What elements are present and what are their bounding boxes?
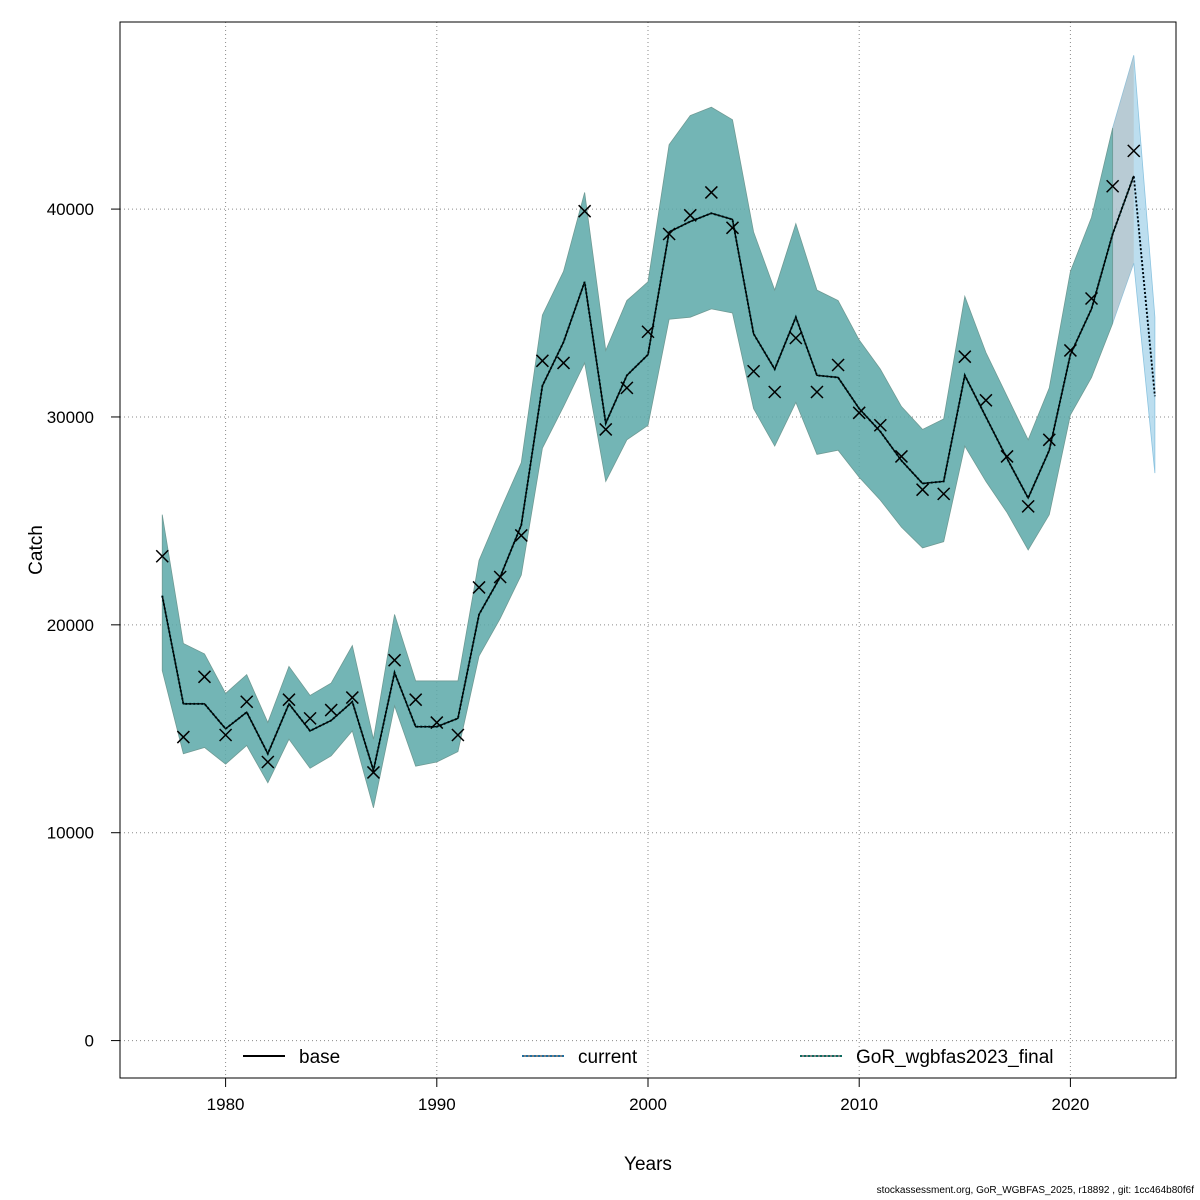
observed-catch-point (535, 354, 549, 368)
observed-catch-point (958, 350, 972, 364)
legend-label-0: base (299, 1047, 340, 1068)
observed-catch-point (852, 406, 866, 420)
observed-catch-point (789, 331, 803, 345)
axes: 1980 1990 2000 2010 2020 0 10000 20000 30000 4000… (47, 200, 1090, 1114)
observed-catch-point (894, 449, 908, 463)
observed-catch-point (345, 691, 359, 705)
observed-catch-point (725, 221, 740, 235)
series-lines (161, 175, 1156, 775)
y-tick-label: 40000 (47, 200, 94, 219)
observed-catch-point (1127, 144, 1141, 158)
x-tick-label: 1980 (207, 1095, 245, 1114)
band-base-terminal (1112, 55, 1134, 324)
observed-catch-point (556, 356, 571, 370)
observed-catch-point (240, 695, 254, 709)
observed-catch-point (303, 711, 317, 725)
legend-label-1: current (578, 1047, 638, 1068)
observed-catch-point (388, 653, 402, 667)
observed-catch-point (430, 716, 444, 730)
observed-catch-point (810, 385, 824, 399)
x-tick-label: 2000 (629, 1095, 667, 1114)
observed-catch-point (1084, 291, 1099, 306)
observed-catch-point (219, 728, 233, 742)
y-tick-label: 30000 (47, 408, 94, 427)
observed-catch-point (1000, 449, 1014, 463)
observed-catch-point (1063, 343, 1077, 357)
observed-catch-point (683, 208, 697, 222)
observed-catch-point (1021, 499, 1035, 513)
y-tick-label: 20000 (47, 616, 94, 635)
x-tick-label: 2010 (840, 1095, 878, 1114)
observed-catch-point (409, 693, 423, 707)
observed-points (155, 144, 1141, 779)
band-main (161, 106, 1114, 808)
observed-catch-point (916, 483, 930, 497)
observed-catch-point (578, 204, 592, 218)
observed-catch-point (451, 728, 465, 742)
grid-lines (120, 22, 1176, 1078)
y-tick-label: 10000 (47, 824, 94, 843)
observed-catch-point (155, 549, 169, 563)
observed-catch-point (641, 325, 655, 339)
confidence-bands (161, 55, 1156, 808)
observed-catch-point (599, 422, 613, 436)
observed-catch-point (176, 730, 190, 744)
observed-catch-point (472, 580, 486, 594)
observed-catch-point (324, 703, 338, 717)
observed-catch-point (979, 393, 993, 407)
observed-catch-point (197, 670, 212, 684)
observed-catch-point (662, 227, 676, 241)
x-tick-label: 1990 (418, 1095, 456, 1114)
observed-catch-point (1042, 433, 1056, 447)
observed-catch-point (1106, 179, 1120, 193)
observed-catch-point (261, 755, 275, 769)
footer-credit: stockassessment.org, GoR_WGBFAS_2025, r1… (876, 1185, 1194, 1196)
observed-catch-point (873, 418, 887, 432)
observed-catch-point (366, 765, 380, 779)
line-overlay (161, 175, 1156, 774)
observed-catch-point (768, 385, 782, 399)
observed-catch-point (937, 487, 951, 501)
observed-catch-point (282, 693, 296, 707)
observed-catch-point (620, 381, 634, 395)
observed-catch-point (747, 364, 761, 378)
observed-catch-point (514, 528, 528, 542)
observed-catch-point (493, 570, 507, 584)
legend-label-2: GoR_wgbfas2023_final (856, 1047, 1054, 1068)
observed-catch-point (704, 185, 718, 199)
x-axis-label: Years (624, 1154, 672, 1175)
y-axis-label: Catch (26, 525, 47, 575)
legend: base current GoR_wgbfas2023_final (243, 1047, 1054, 1068)
observed-catch-point (831, 358, 845, 372)
x-tick-label: 2020 (1051, 1095, 1089, 1114)
y-tick-label: 0 (85, 1032, 94, 1051)
